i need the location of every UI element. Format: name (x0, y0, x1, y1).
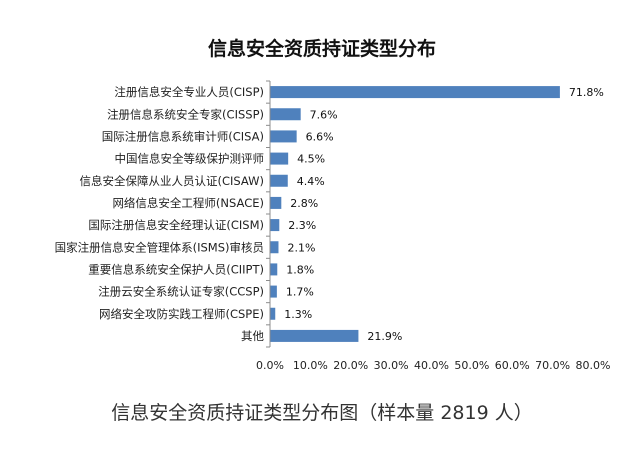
data-label: 71.8% (569, 86, 604, 99)
bar (270, 130, 297, 143)
x-tick-label: 80.0% (576, 359, 611, 372)
category-label: 注册云安全系统认证专家(CCSP) (98, 285, 264, 299)
category-labels-group: 注册信息安全专业人员(CISP) 注册信息系统安全专家(CISSP) 国际注册信息系… (55, 85, 265, 343)
data-label: 4.4% (297, 175, 325, 188)
data-label: 6.6% (306, 130, 334, 143)
bar (270, 241, 279, 254)
data-label: 1.3% (284, 308, 312, 321)
x-tick-label: 60.0% (495, 359, 530, 372)
x-tick-label: 0.0% (256, 359, 284, 372)
axes-group (266, 80, 271, 348)
category-label: 注册信息安全专业人员(CISP) (114, 85, 264, 99)
category-label: 网络安全攻防实践工程师(CSPE) (99, 307, 264, 321)
x-tick-label: 40.0% (414, 359, 449, 372)
category-label: 注册信息系统安全专家(CISSP) (107, 107, 264, 121)
bar (270, 307, 276, 320)
category-label: 中国信息安全等级保护测评师 (115, 152, 265, 166)
bars-group (270, 86, 560, 342)
bar (270, 219, 280, 232)
category-label: 信息安全保障从业人员认证(CISAW) (79, 174, 264, 188)
value-labels-group: 71.8% 7.6% 6.6% 4.5% 4.4% 2.8% 2.3% 2.1% 1.8% 1.7… (284, 86, 604, 343)
bar (270, 263, 278, 276)
x-tick-label: 50.0% (454, 359, 489, 372)
x-tick-label: 10.0% (293, 359, 328, 372)
bar (270, 174, 288, 187)
chart-title: 信息安全资质持证类型分布 (207, 38, 436, 60)
data-label: 4.5% (297, 153, 325, 166)
x-tick-label: 20.0% (333, 359, 368, 372)
chart-caption: 信息安全资质持证类型分布图（样本量 2819 人） (111, 402, 533, 424)
category-label: 重要信息系统安全保护人员(CIIPT) (88, 262, 264, 276)
x-tick-label: 30.0% (374, 359, 409, 372)
bar (270, 152, 289, 165)
category-label: 国家注册信息安全管理体系(ISMS)审核员 (55, 240, 264, 254)
data-label: 2.3% (288, 219, 316, 232)
bar (270, 285, 277, 298)
bar (270, 329, 359, 342)
data-label: 1.7% (286, 286, 314, 299)
bar (270, 108, 301, 121)
x-tick-label: 70.0% (535, 359, 570, 372)
category-label: 国际注册信息系统审计师(CISA) (102, 129, 264, 143)
category-label: 网络信息安全工程师(NSACE) (112, 196, 264, 210)
data-label: 1.8% (286, 263, 314, 276)
data-label: 2.1% (287, 241, 315, 254)
category-label: 国际注册信息安全经理认证(CISM) (88, 218, 264, 232)
bar (270, 196, 282, 209)
category-label: 其他 (241, 329, 264, 343)
data-label: 2.8% (290, 197, 318, 210)
data-label: 7.6% (310, 108, 338, 121)
x-tick-labels-group: 0.0% 10.0% 20.0% 30.0% 40.0% 50.0% 60.0% 70.0% 8… (256, 359, 610, 372)
data-label: 21.9% (367, 330, 402, 343)
bar (270, 86, 560, 99)
